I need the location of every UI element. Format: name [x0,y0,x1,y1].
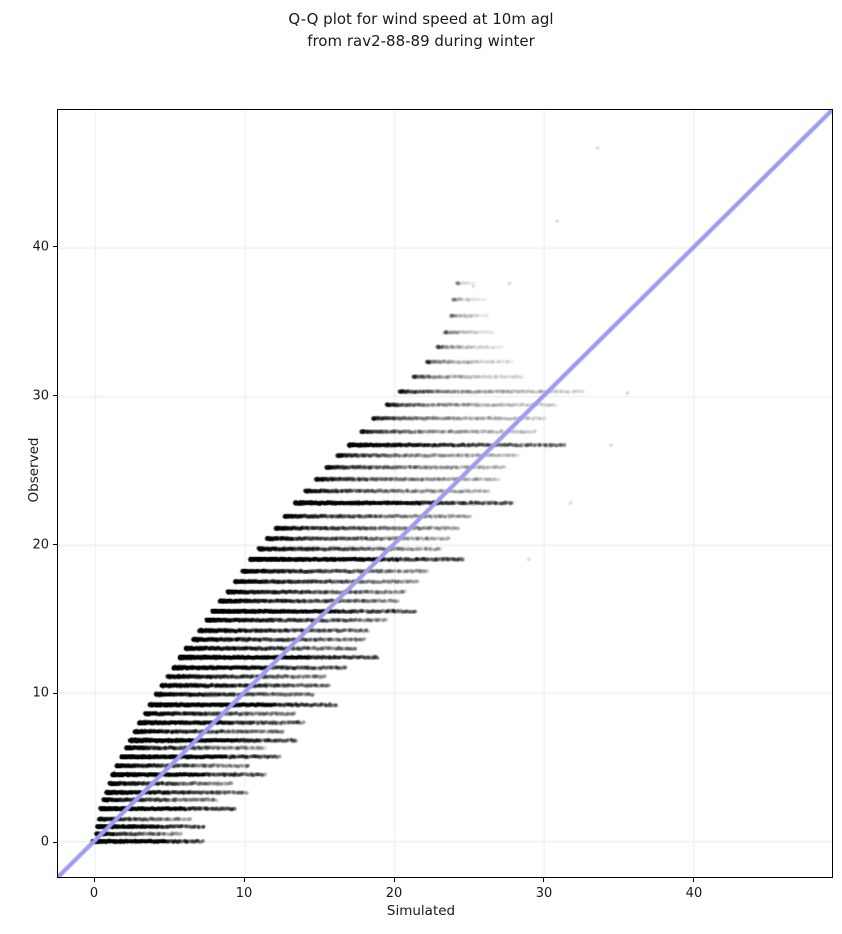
chart-title: Q-Q plot for wind speed at 10m agl from … [288,10,554,50]
y-axis-label: Observed [26,437,42,503]
y-tick-label: 0 [40,834,49,850]
y-tick-label: 40 [32,239,49,255]
x-tick-label: 40 [685,886,703,901]
y-tick-mark [53,841,57,843]
plot-area [57,109,833,878]
y-tick-label: 10 [32,685,49,701]
y-tick-mark [53,246,57,248]
y-tick-mark [53,544,57,546]
x-tick-label: 0 [89,886,99,901]
x-tick-mark [93,878,95,882]
y-tick-mark [53,395,57,397]
x-tick-mark [393,878,395,882]
y-tick-mark [53,692,57,694]
x-tick-label: 30 [535,886,553,901]
x-tick-mark [543,878,545,882]
x-tick-mark [693,878,695,882]
scatter-canvas [58,110,832,877]
x-tick-label: 20 [385,886,403,901]
x-tick-label: 10 [235,886,253,901]
y-tick-label: 20 [32,537,49,553]
x-axis-label: Simulated [386,903,456,919]
y-tick-label: 30 [32,388,49,404]
x-tick-mark [243,878,245,882]
